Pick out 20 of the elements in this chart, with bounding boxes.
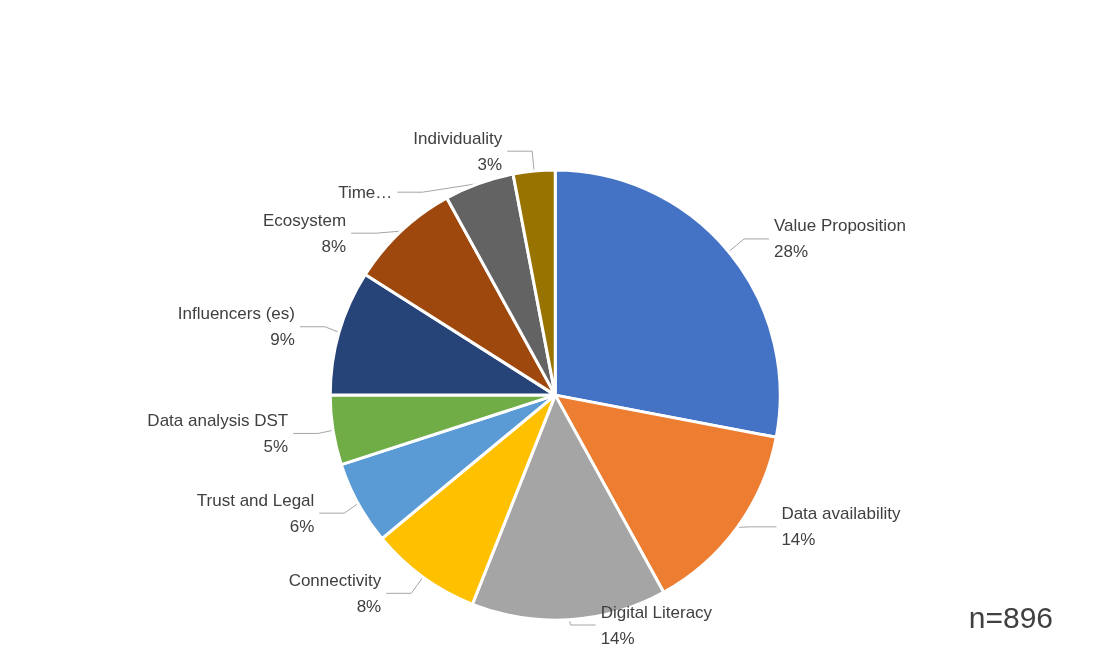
slice-label: Digital Literacy xyxy=(600,602,713,622)
slice-label: Data availability xyxy=(781,504,901,524)
slice-label: Connectivity xyxy=(288,570,382,590)
slice-label: Data analysis DST xyxy=(147,410,289,430)
data-label: 6% xyxy=(289,516,315,536)
slice-label: Time… xyxy=(338,182,393,202)
slice-label: Individuality xyxy=(413,128,503,148)
data-label: 8% xyxy=(356,596,382,616)
slice-label: Value Proposition xyxy=(774,216,907,236)
data-label: 5% xyxy=(263,436,289,456)
data-label: 14% xyxy=(600,628,635,648)
slice-label: Ecosystem xyxy=(262,210,347,230)
data-label: 8% xyxy=(321,236,347,256)
data-label: 28% xyxy=(774,242,809,262)
data-label: 14% xyxy=(781,530,816,550)
data-label: 9% xyxy=(270,330,295,350)
slice-label: Influencers (es) xyxy=(177,304,295,324)
text: n=896 xyxy=(968,600,1054,634)
data-label: 3% xyxy=(477,154,503,174)
slice-label: Trust and Legal xyxy=(196,490,315,510)
